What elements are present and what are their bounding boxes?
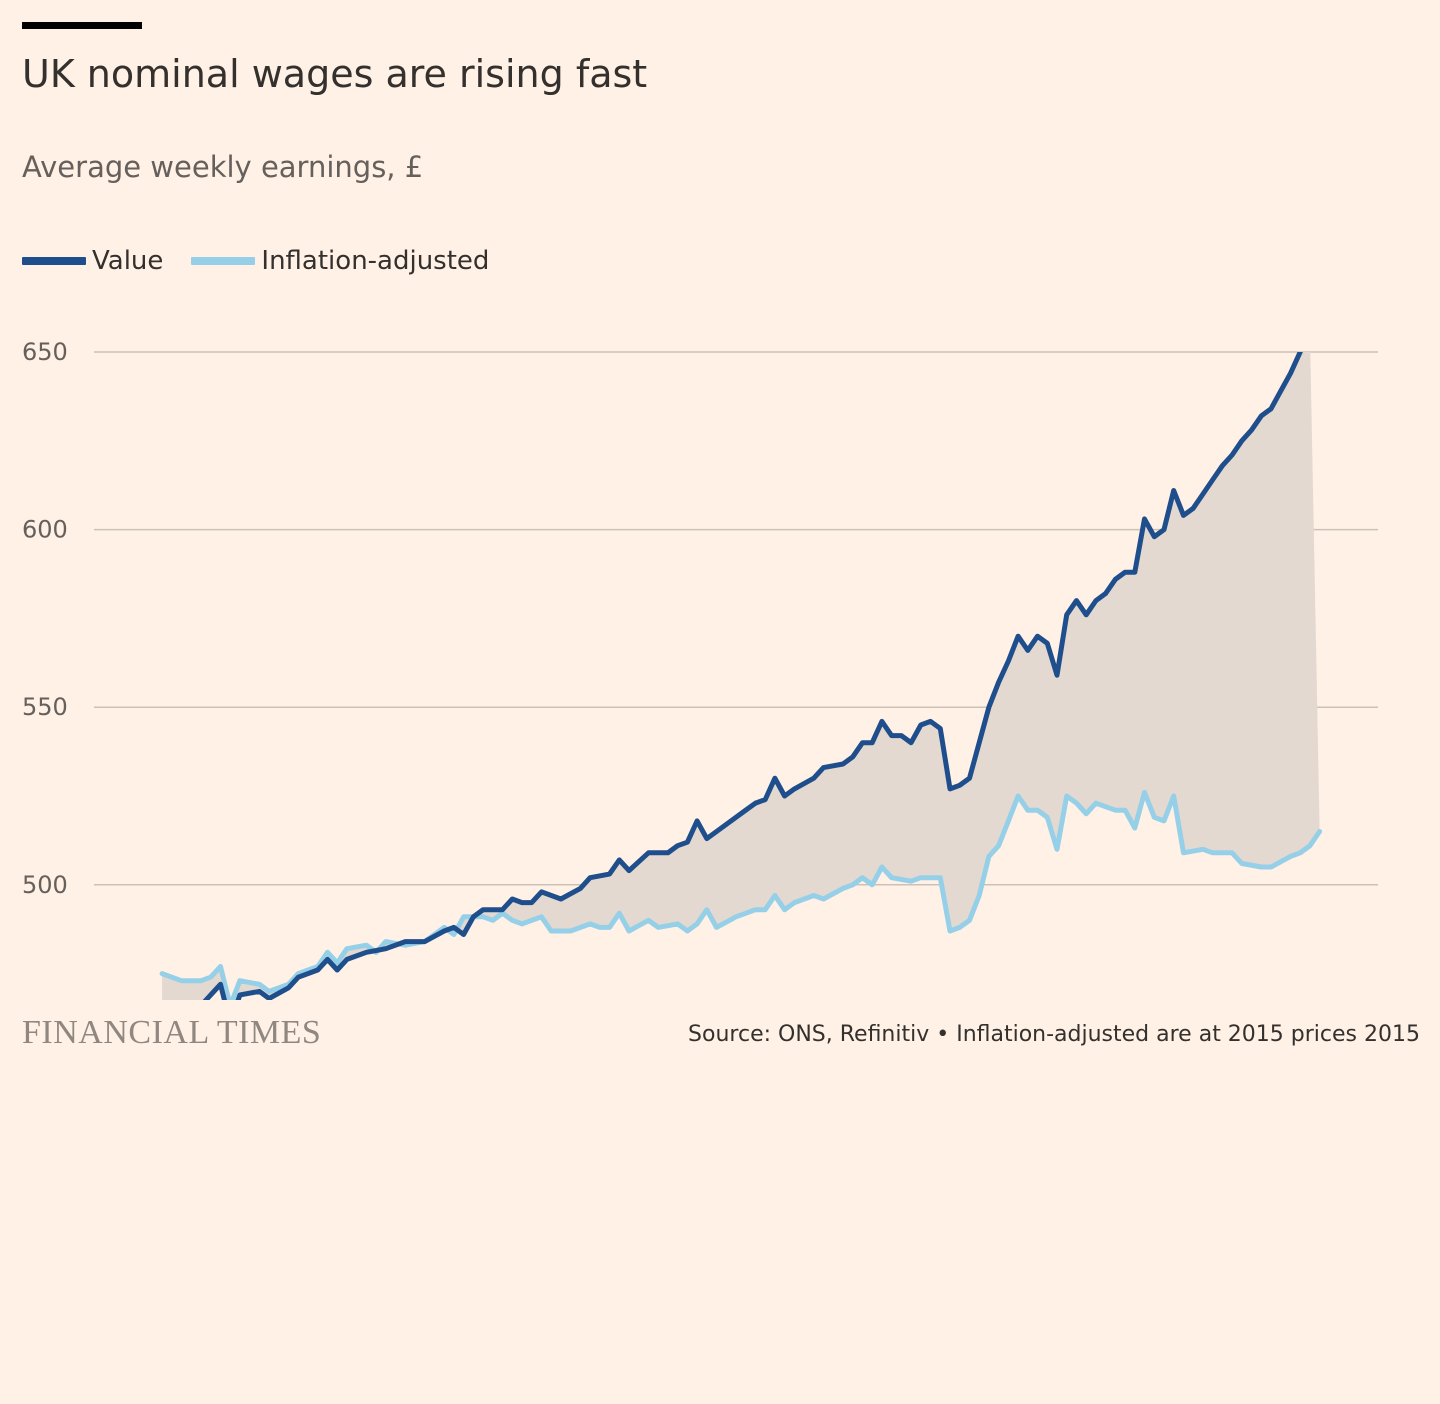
series-line-inflation-adjusted (159, 789, 1323, 1000)
y-tick-label-650: 650 (22, 338, 68, 366)
legend-swatch-inflation-adjusted (191, 257, 256, 265)
shaded-gap-polygon (162, 352, 1320, 1000)
financial-times-logo: FINANCIAL TIMES (22, 1014, 322, 1051)
legend-label-inflation-adjusted: Inflation-adjusted (261, 246, 490, 276)
y-tick-label-600: 600 (22, 516, 68, 544)
chart-title: UK nominal wages are rising fast (22, 52, 648, 96)
shaded-gap-area (162, 352, 1320, 1000)
chart-legend: Value Inflation-adjusted (22, 246, 517, 276)
legend-label-value: Value (92, 246, 164, 276)
series-lines (159, 352, 1323, 1000)
y-tick-label-500: 500 (22, 871, 68, 899)
source-note: Source: ONS, Refinitiv • Inflation-adjus… (688, 1022, 1420, 1047)
y-axis-labels: 650600550500450400 (22, 338, 68, 899)
series-line-value (202, 352, 1303, 1000)
legend-item-value: Value (22, 246, 163, 276)
header-accent-bar (22, 22, 142, 29)
legend-swatch-value (22, 257, 86, 265)
legend-item-inflation-adjusted: Inflation-adjusted (191, 246, 489, 276)
y-tick-label-550: 550 (22, 693, 68, 721)
line-chart: Jan 13Jan 14Jan 15Jan 16Jan 17Jan 18Jan … (22, 338, 1378, 1000)
chart-subtitle: Average weekly earnings, £ (22, 150, 424, 184)
